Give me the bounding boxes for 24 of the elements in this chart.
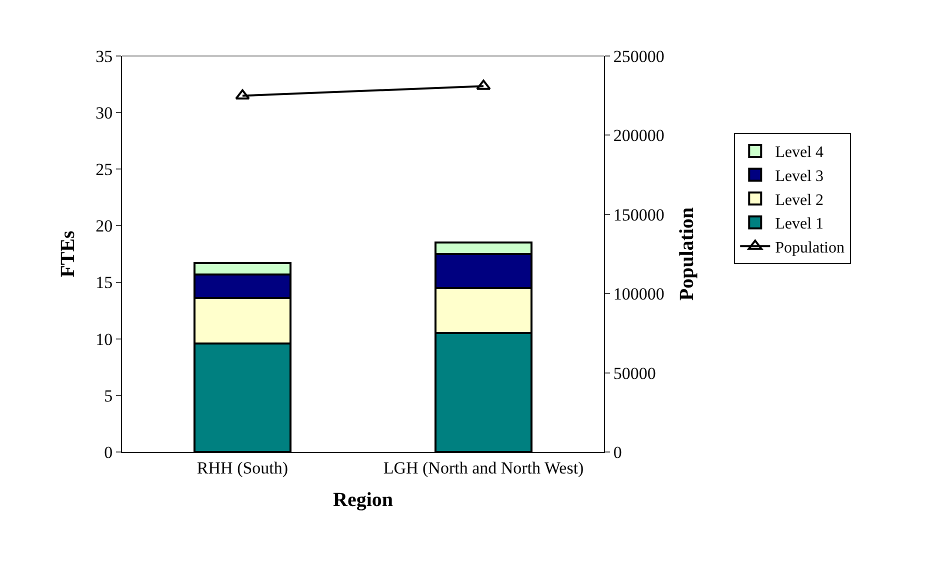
legend-label: Level 2 (775, 192, 824, 209)
legend-label: Level 3 (775, 168, 824, 185)
y-tick-label: 30 (96, 104, 113, 123)
y-tick-label: 35 (96, 46, 113, 66)
y-axis-title: FTEs (57, 230, 80, 278)
y2-tick-label: 150000 (613, 205, 664, 224)
y2-tick-label: 200000 (613, 126, 664, 146)
y-tick-label: 10 (96, 330, 113, 349)
y-tick-label: 0 (104, 442, 113, 462)
y-tick-label: 5 (104, 386, 113, 406)
x-tick-label: LGH (North and North West) (383, 458, 584, 478)
legend-label: Population (775, 239, 844, 256)
y2-tick-label: 250000 (613, 46, 664, 66)
y-tick-label: 20 (96, 216, 113, 236)
legend-label: Level 1 (775, 216, 824, 233)
y2-tick-label: 100000 (613, 284, 664, 304)
legend-label: Level 4 (775, 144, 824, 162)
y2-tick-label: 50000 (613, 364, 656, 383)
y2-tick-label: 0 (613, 442, 622, 462)
x-tick-label: RHH (South) (196, 458, 288, 478)
y-tick-label: 15 (96, 273, 113, 292)
y2-axis-title: Population (676, 207, 698, 301)
y-tick-label: 25 (96, 160, 113, 180)
x-axis-title: Region (333, 488, 393, 511)
